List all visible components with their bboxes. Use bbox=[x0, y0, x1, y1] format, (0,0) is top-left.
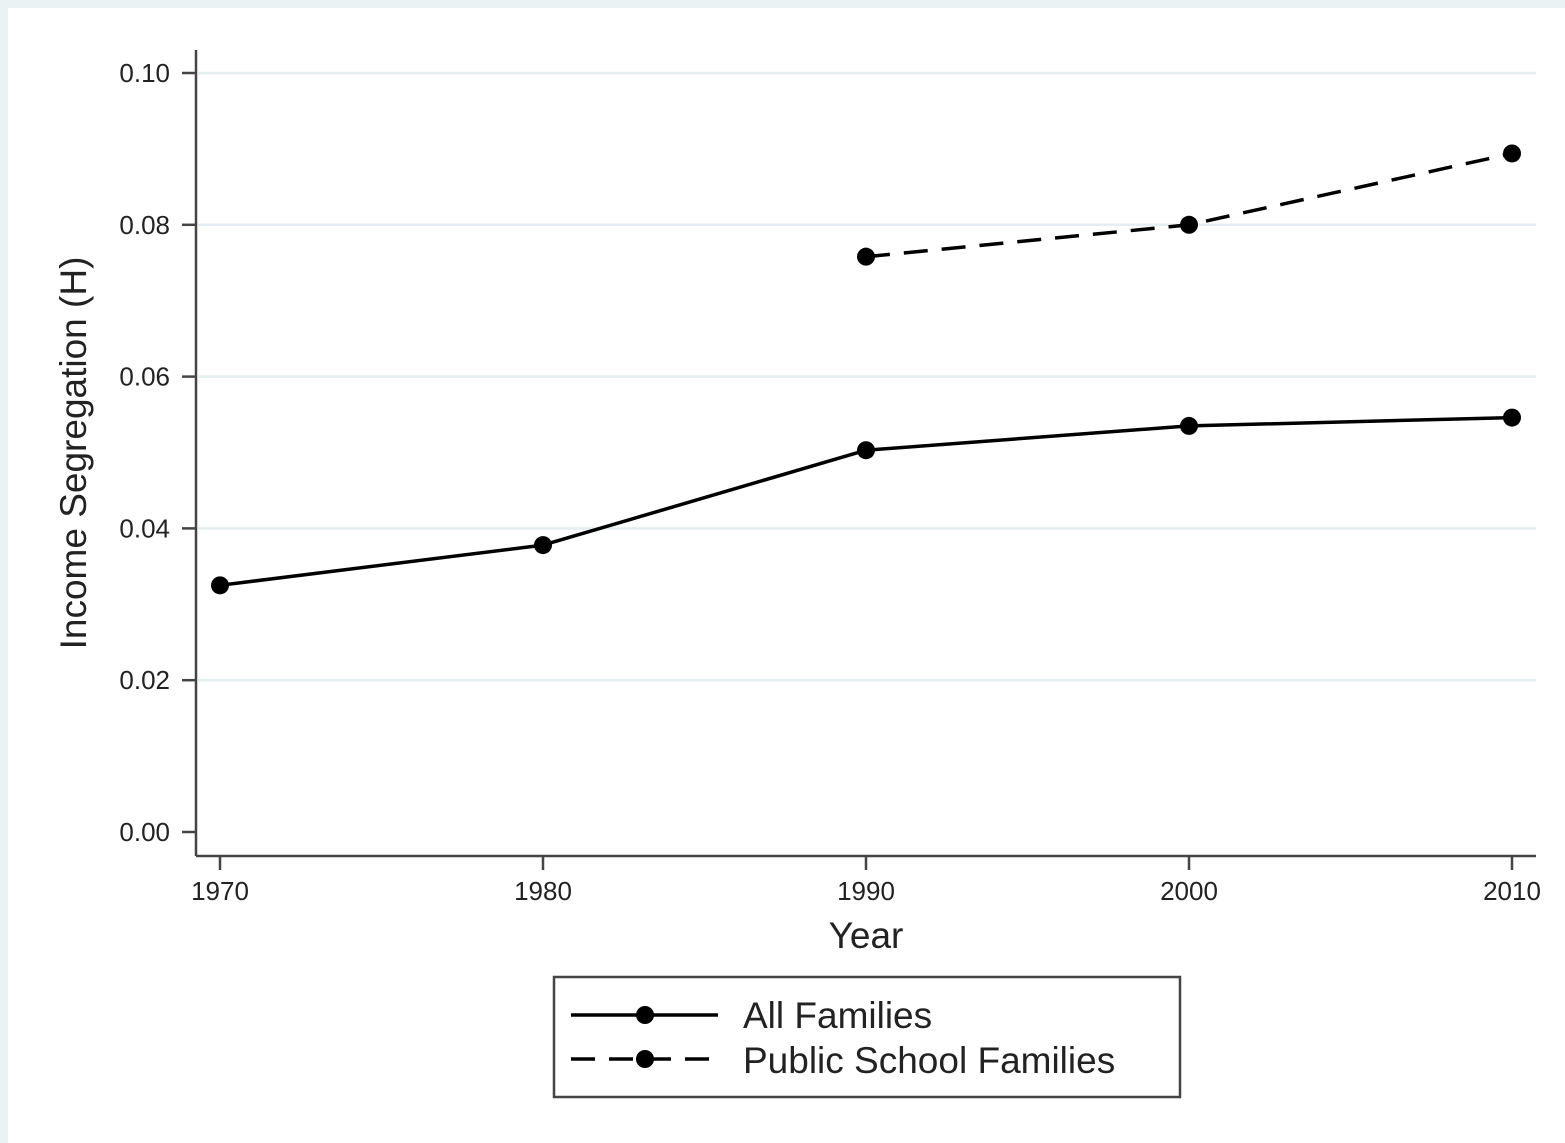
y-tick-label-0.08: 0.08 bbox=[119, 210, 170, 240]
legend-label-all-families: All Families bbox=[743, 995, 932, 1036]
gridlines bbox=[198, 71, 1536, 682]
point-all-families-2000 bbox=[1180, 416, 1198, 435]
x-axis-title: Year bbox=[829, 915, 904, 956]
chart-frame bbox=[8, 8, 1565, 1143]
y-tick-label-0.06: 0.06 bbox=[119, 362, 170, 392]
point-all-families-1970 bbox=[211, 576, 229, 595]
point-public-school-families-1990 bbox=[857, 247, 875, 266]
point-public-school-families-2010 bbox=[1503, 144, 1521, 163]
legend-marker-public-school-families bbox=[636, 1050, 654, 1068]
x-ticks: 1970 1980 1990 2000 2010 bbox=[191, 856, 1541, 906]
y-tick-label-0.10: 0.10 bbox=[119, 58, 170, 88]
point-public-school-families-2000 bbox=[1180, 215, 1198, 234]
x-tick-label-1970: 1970 bbox=[191, 876, 249, 906]
x-tick-label-2000: 2000 bbox=[1160, 876, 1218, 906]
y-axis-title: Income Segregation (H) bbox=[53, 257, 94, 650]
y-ticks: 0.00 0.02 0.04 0.06 0.08 0.10 bbox=[119, 58, 196, 847]
legend-box bbox=[552, 975, 1182, 1099]
x-tick-label-2010: 2010 bbox=[1483, 876, 1541, 906]
legend-label-public-school-families: Public School Families bbox=[743, 1040, 1115, 1081]
y-tick-label-0.02: 0.02 bbox=[119, 665, 170, 695]
point-all-families-2010 bbox=[1503, 408, 1521, 427]
legend-marker-all-families bbox=[636, 1006, 654, 1024]
x-tick-label-1990: 1990 bbox=[837, 876, 895, 906]
point-all-families-1980 bbox=[534, 536, 552, 555]
point-all-families-1990 bbox=[857, 441, 875, 460]
legend: All Families Public School Families bbox=[552, 975, 1182, 1099]
series-line-public-school-families bbox=[865, 151, 1513, 259]
y-tick-label-0.00: 0.00 bbox=[119, 817, 170, 847]
x-tick-label-1980: 1980 bbox=[514, 876, 572, 906]
series-lines bbox=[211, 144, 1521, 595]
y-tick-label-0.04: 0.04 bbox=[119, 513, 170, 543]
